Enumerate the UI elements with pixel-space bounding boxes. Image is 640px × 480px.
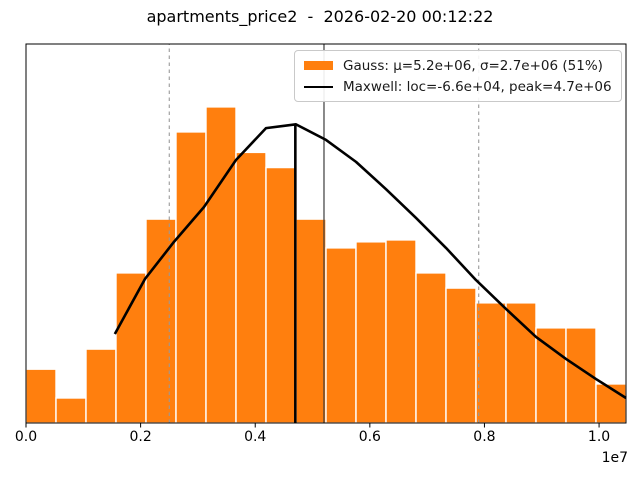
histogram-bar: [25, 368, 57, 424]
histogram-bar: [355, 241, 387, 424]
chart-title: apartments_price2 - 2026-02-20 00:12:22: [146, 7, 494, 26]
x-tick-label: 0.6: [358, 429, 381, 445]
histogram-bar: [85, 348, 117, 424]
x-tick-label: 1.0: [587, 429, 611, 445]
histogram-bar: [115, 272, 147, 424]
histogram-bar: [205, 106, 237, 424]
legend-item-gauss: Gauss: μ=5.2e+06, σ=2.7e+06 (51%): [304, 55, 612, 76]
histogram-bar: [385, 239, 417, 424]
histogram-bar: [475, 302, 507, 424]
x-tick-label: 0.4: [244, 429, 267, 445]
x-axis-offset-label: 1e7: [601, 450, 628, 466]
gauss-histogram-swatch: [304, 61, 333, 70]
histogram-bar: [145, 218, 177, 424]
legend: Gauss: μ=5.2e+06, σ=2.7e+06 (51%) Maxwel…: [294, 50, 622, 102]
histogram-bar: [265, 166, 297, 424]
maxwell-curve-swatch: [304, 85, 333, 88]
x-tick-label: 0.0: [14, 429, 38, 445]
legend-item-maxwell: Maxwell: loc=-6.6e+04, peak=4.7e+06: [304, 76, 612, 97]
histogram-bar: [535, 327, 567, 424]
maxwell-curve: [113, 123, 627, 400]
x-tick-label: 0.8: [473, 429, 496, 445]
histogram-bar: [55, 397, 87, 424]
maxwell-legend-label: Maxwell: loc=-6.6e+04, peak=4.7e+06: [343, 78, 612, 95]
histogram-bar: [295, 218, 327, 424]
histogram-bar: [175, 131, 207, 424]
histogram-bar: [325, 247, 357, 424]
histogram-bar: [505, 302, 537, 424]
x-tick-label: 0.2: [129, 429, 152, 445]
gauss-legend-label: Gauss: μ=5.2e+06, σ=2.7e+06 (51%): [343, 57, 603, 74]
histogram-bar: [415, 272, 447, 424]
histogram-bar: [235, 151, 267, 424]
plot-frame: [25, 43, 627, 424]
histogram-bar: [445, 287, 477, 424]
